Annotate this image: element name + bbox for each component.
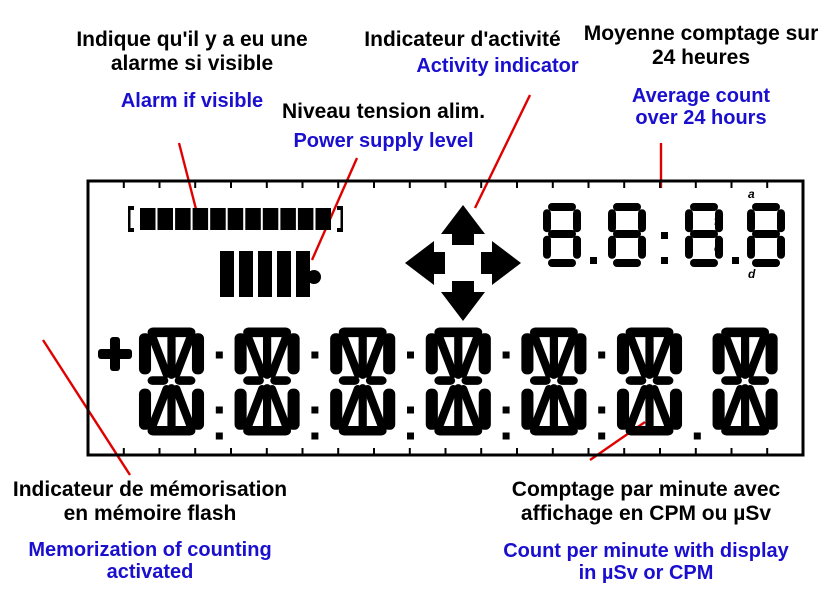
svg-text:g: g <box>747 214 756 228</box>
svg-text:a: a <box>748 187 755 201</box>
svg-text:d: d <box>748 267 756 281</box>
svg-text:b: b <box>778 214 785 228</box>
svg-text:c: c <box>778 241 785 255</box>
svg-text:e: e <box>714 241 721 255</box>
